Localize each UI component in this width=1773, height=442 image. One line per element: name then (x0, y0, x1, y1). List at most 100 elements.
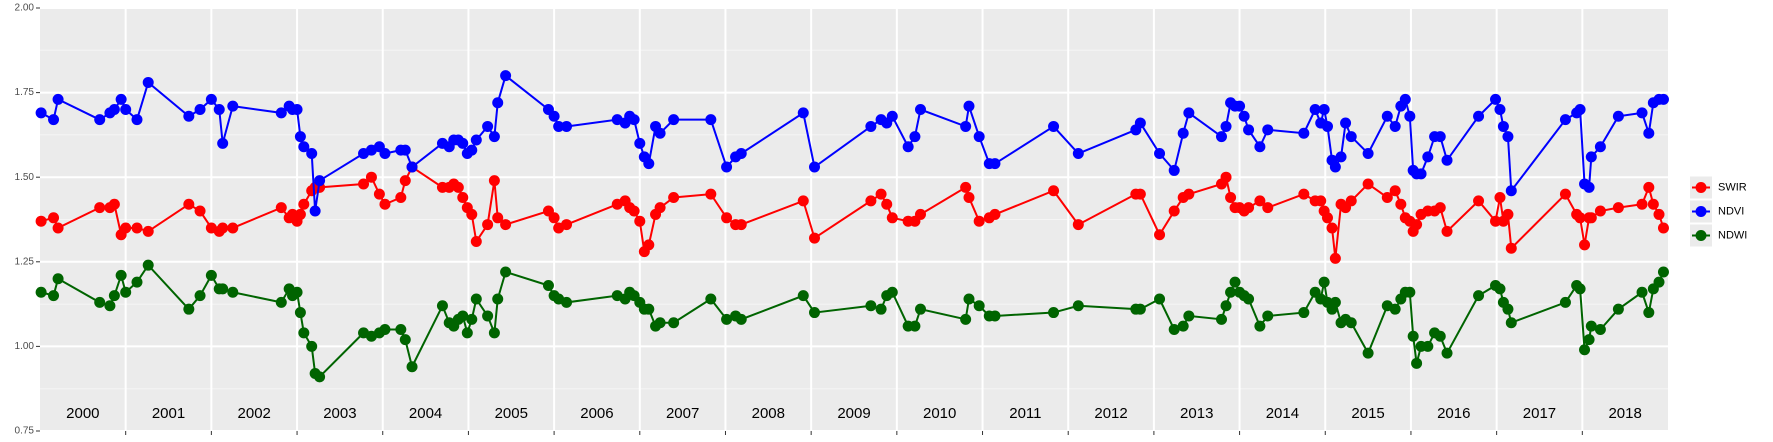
data-point (1636, 198, 1648, 210)
data-point (1362, 347, 1374, 359)
data-point (1434, 330, 1446, 342)
data-point (194, 205, 206, 217)
data-point (963, 293, 975, 305)
data-point (294, 131, 306, 143)
data-point (406, 361, 418, 373)
data-point (1559, 296, 1571, 308)
data-point (482, 120, 494, 132)
y-tick-label: 1.00 (15, 341, 35, 352)
data-point (35, 215, 47, 227)
data-point (131, 222, 143, 234)
data-point (721, 161, 733, 173)
data-point (902, 141, 914, 153)
year-label: 2017 (1523, 405, 1556, 422)
data-point (395, 192, 407, 204)
data-point (48, 212, 60, 224)
data-point (1154, 148, 1166, 160)
data-point (875, 303, 887, 315)
data-point (1381, 192, 1393, 204)
year-label: 2008 (752, 405, 785, 422)
data-point (142, 225, 154, 237)
data-point (643, 303, 655, 315)
data-point (705, 114, 717, 126)
y-tick-label: 0.75 (15, 426, 35, 437)
year-label: 2004 (409, 405, 442, 422)
year-label: 2000 (66, 405, 99, 422)
data-point (120, 286, 132, 298)
data-point (1490, 215, 1502, 227)
data-point (561, 120, 573, 132)
data-point (1072, 300, 1084, 312)
data-point (1183, 188, 1195, 200)
year-label: 2005 (495, 405, 528, 422)
data-point (1422, 340, 1434, 352)
data-point (1415, 168, 1427, 180)
data-point (115, 93, 127, 105)
data-point (1315, 195, 1327, 207)
data-point (548, 212, 560, 224)
data-point (1048, 307, 1060, 319)
data-point (488, 131, 500, 143)
data-point (94, 202, 106, 214)
data-point (1502, 208, 1514, 220)
data-point (1643, 307, 1655, 319)
data-point (1473, 290, 1485, 302)
data-point (466, 313, 478, 325)
data-point (1177, 127, 1189, 139)
data-point (399, 334, 411, 346)
year-label: 2002 (238, 405, 271, 422)
data-point (1585, 320, 1597, 332)
data-point (553, 120, 565, 132)
data-point (705, 188, 717, 200)
data-point (1494, 104, 1506, 116)
data-point (808, 232, 820, 244)
year-label: 2018 (1608, 405, 1641, 422)
data-point (1583, 334, 1595, 346)
data-point (1497, 120, 1509, 132)
data-point (797, 195, 809, 207)
data-point (1657, 222, 1669, 234)
data-point (183, 303, 195, 315)
data-point (227, 286, 239, 298)
data-point (406, 161, 418, 173)
data-point (1612, 110, 1624, 122)
data-point (643, 158, 655, 170)
y-tick-label: 1.25 (15, 256, 35, 267)
data-point (1321, 120, 1333, 132)
data-point (142, 76, 154, 88)
data-point (654, 317, 666, 329)
data-point (379, 198, 391, 210)
data-point (120, 222, 132, 234)
data-point (399, 175, 411, 187)
data-point (306, 148, 318, 160)
data-point (643, 239, 655, 251)
data-point (1389, 120, 1401, 132)
data-point (989, 208, 1001, 220)
data-point (1574, 104, 1586, 116)
data-point (1168, 323, 1180, 335)
data-point (466, 208, 478, 220)
data-point (1168, 205, 1180, 217)
data-point (1585, 212, 1597, 224)
data-point (436, 300, 448, 312)
data-point (1441, 347, 1453, 359)
data-point (1389, 185, 1401, 197)
data-point (1594, 323, 1606, 335)
data-point (395, 323, 407, 335)
data-point (1395, 198, 1407, 210)
year-label: 2010 (923, 405, 956, 422)
data-point (1262, 310, 1274, 322)
data-point (1657, 93, 1669, 105)
data-point (561, 296, 573, 308)
data-point (886, 110, 898, 122)
data-point (1183, 107, 1195, 119)
year-label: 2012 (1094, 405, 1127, 422)
data-point (973, 215, 985, 227)
data-point (1404, 110, 1416, 122)
data-point (52, 93, 64, 105)
data-point (989, 310, 1001, 322)
data-point (1441, 154, 1453, 166)
data-point (654, 127, 666, 139)
data-point (1134, 117, 1146, 129)
year-label: 2013 (1180, 405, 1213, 422)
